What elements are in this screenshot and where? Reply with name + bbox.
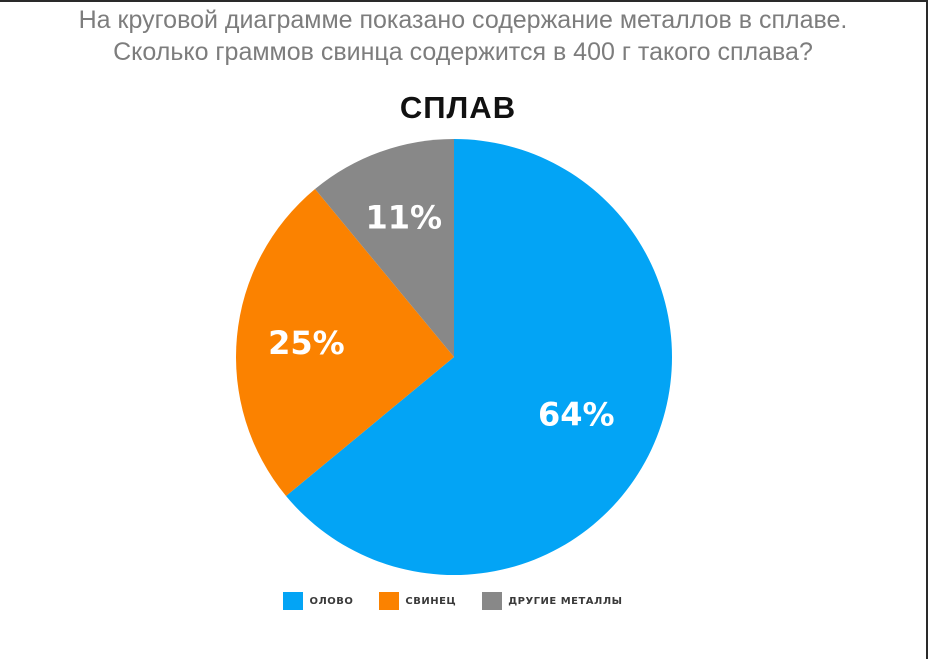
legend-swatch-lead	[379, 592, 400, 610]
pie-slice-lead	[236, 189, 454, 496]
legend-swatch-other	[482, 592, 503, 610]
question-line-1: На круговой диаграмме показано содержани…	[78, 6, 848, 34]
question-text: На круговой диаграмме показано содержани…	[0, 4, 926, 68]
frame-right-border	[926, 0, 928, 659]
slice-label-lead: 25%	[268, 324, 345, 362]
legend-item-lead: СВИНЕЦ	[379, 592, 456, 610]
chart-title: СПЛАВ	[399, 90, 517, 125]
legend-label-tin: ОЛОВО	[309, 595, 354, 607]
pie-slice-tin	[286, 139, 673, 576]
legend-label-other: ДРУГИЕ МЕТАЛЛЫ	[508, 595, 623, 607]
pie-slice-other	[315, 139, 454, 357]
legend-item-other: ДРУГИЕ МЕТАЛЛЫ	[482, 592, 622, 610]
frame-top-border	[0, 0, 926, 2]
pie-slice-labels: 64% 25% 11%	[268, 199, 614, 434]
legend: ОЛОВО СВИНЕЦ ДРУГИЕ МЕТАЛЛЫ	[0, 592, 906, 610]
legend-item-tin: ОЛОВО	[283, 592, 353, 610]
pie-slices	[236, 139, 673, 576]
question-line-2: Сколько граммов свинца содержится в 400 …	[113, 38, 813, 66]
legend-swatch-tin	[283, 592, 304, 610]
slice-label-tin: 64%	[538, 396, 615, 434]
legend-label-lead: СВИНЕЦ	[405, 595, 457, 607]
slice-label-other: 11%	[366, 199, 443, 237]
